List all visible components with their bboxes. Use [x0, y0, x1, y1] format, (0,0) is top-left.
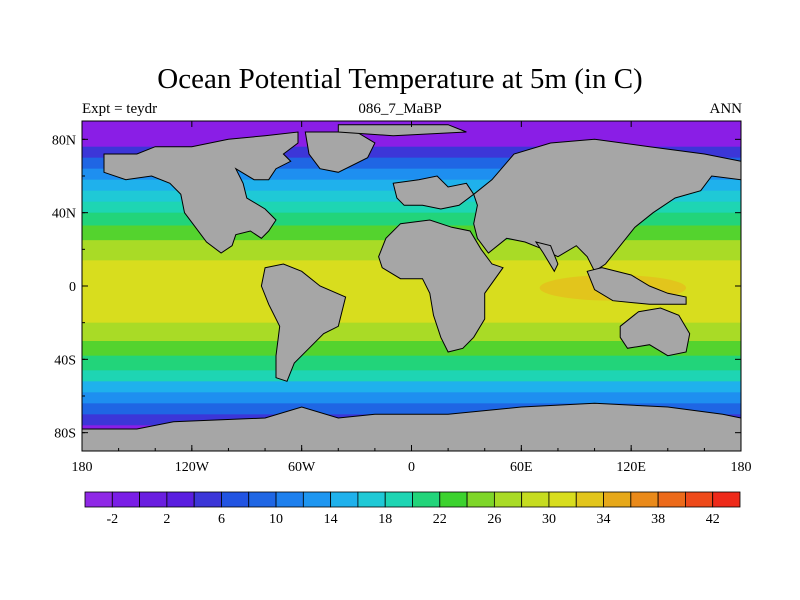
land-europe	[392, 175, 475, 210]
colorbar-box	[193, 491, 222, 508]
x-tick-label: 120W	[175, 460, 210, 475]
colorbar-box	[685, 491, 714, 508]
colorbar-label: 14	[324, 512, 338, 527]
land-mask	[82, 124, 741, 451]
colorbar-box	[575, 491, 604, 508]
colorbar-box	[139, 491, 168, 508]
colorbar-label: 30	[542, 512, 556, 527]
colorbar-box	[712, 491, 741, 508]
colorbar-box	[221, 491, 250, 508]
temperature-band	[82, 341, 741, 357]
temperature-band	[82, 355, 741, 371]
colorbar-label: 34	[597, 512, 611, 527]
colorbar-box	[357, 491, 386, 508]
temperature-band	[82, 322, 741, 342]
colorbar-label: 26	[487, 512, 501, 527]
colorbar-box	[657, 491, 686, 508]
colorbar-box	[384, 491, 413, 508]
experiment-label: Expt = teydr	[82, 101, 158, 117]
land-asia	[473, 138, 741, 273]
case-label: 086_7_MaBP	[358, 101, 442, 117]
colorbar-label: -2	[106, 512, 118, 527]
season-label: ANN	[709, 101, 743, 117]
colorbar-box	[603, 491, 632, 508]
land-antarctica	[82, 402, 741, 451]
temperature-band	[82, 403, 741, 415]
x-tick-label: 0	[408, 460, 415, 475]
colorbar-box	[466, 491, 495, 508]
x-tick-label: 120E	[616, 460, 646, 475]
land-south-america	[260, 263, 347, 382]
land-india	[534, 241, 559, 273]
colorbar-box	[412, 491, 441, 508]
land-africa	[378, 219, 504, 353]
colorbar-box	[166, 491, 195, 508]
colorbar-label: 10	[269, 512, 283, 527]
colorbar-box	[302, 491, 332, 508]
y-tick-label: 0	[69, 280, 76, 295]
y-tick-label: 80S	[54, 427, 76, 442]
y-tick-label: 40N	[52, 207, 76, 222]
x-tick-label: 180	[72, 460, 93, 475]
colorbar-box	[275, 491, 304, 508]
colorbar-box	[439, 491, 468, 508]
x-tick-label: 180	[731, 460, 752, 475]
temperature-band	[82, 392, 741, 404]
temperature-band	[82, 381, 741, 393]
colorbar-label: 38	[651, 512, 665, 527]
temperature-band	[82, 201, 741, 214]
y-tick-label: 80N	[52, 133, 76, 148]
colorbar-box	[521, 491, 550, 508]
temperature-band	[82, 168, 741, 181]
y-tick-label: 40S	[54, 353, 76, 368]
land-arctic-island	[337, 124, 467, 137]
colorbar-label: 42	[706, 512, 720, 527]
x-axis: 180 120W 60W 0 60E 120E 180	[72, 121, 752, 475]
land-australia	[619, 307, 691, 357]
x-tick-label: 60E	[510, 460, 533, 475]
colorbar-box	[330, 491, 359, 508]
colorbar-label: 6	[218, 512, 225, 527]
colorbar-label: 2	[163, 512, 170, 527]
colorbar-box	[84, 491, 113, 508]
colorbar-label: 22	[433, 512, 447, 527]
temperature-band	[82, 146, 741, 159]
map-title: Ocean Potential Temperature at 5m (in C)	[157, 63, 643, 95]
land-southeast-asia	[586, 267, 687, 305]
colorbar-box	[248, 491, 277, 508]
colorbar-label: 18	[378, 512, 392, 527]
colorbar: -2 2 6 10 14 18 22 26 30 34 38 42	[84, 491, 741, 527]
colorbar-box	[111, 491, 140, 508]
temperature-band	[82, 370, 741, 382]
colorbar-box	[548, 491, 577, 508]
temperature-band	[82, 157, 741, 170]
y-axis: 80N 40N 0 40S 80S	[52, 133, 741, 442]
colorbar-box	[630, 491, 659, 508]
land-north-america	[103, 131, 299, 254]
x-tick-label: 60W	[288, 460, 316, 475]
colorbar-box	[493, 491, 523, 508]
